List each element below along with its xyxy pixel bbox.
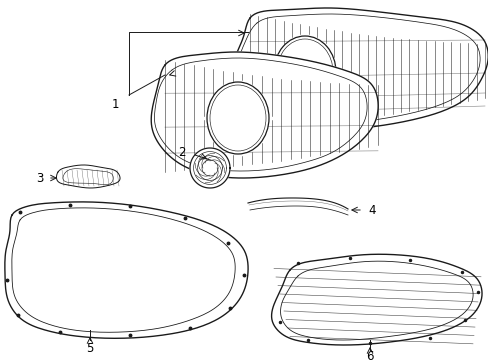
Text: 3: 3 — [36, 171, 43, 184]
Polygon shape — [56, 165, 120, 188]
Ellipse shape — [206, 82, 268, 154]
Ellipse shape — [273, 36, 335, 108]
Text: 2: 2 — [178, 145, 185, 158]
Polygon shape — [151, 52, 377, 178]
Text: 6: 6 — [366, 350, 373, 360]
Polygon shape — [247, 198, 347, 215]
Polygon shape — [5, 202, 247, 338]
Polygon shape — [190, 148, 229, 188]
Text: 4: 4 — [367, 203, 375, 216]
Text: 1: 1 — [111, 99, 119, 112]
Polygon shape — [271, 254, 481, 345]
Text: 5: 5 — [86, 342, 94, 356]
Polygon shape — [227, 8, 487, 133]
